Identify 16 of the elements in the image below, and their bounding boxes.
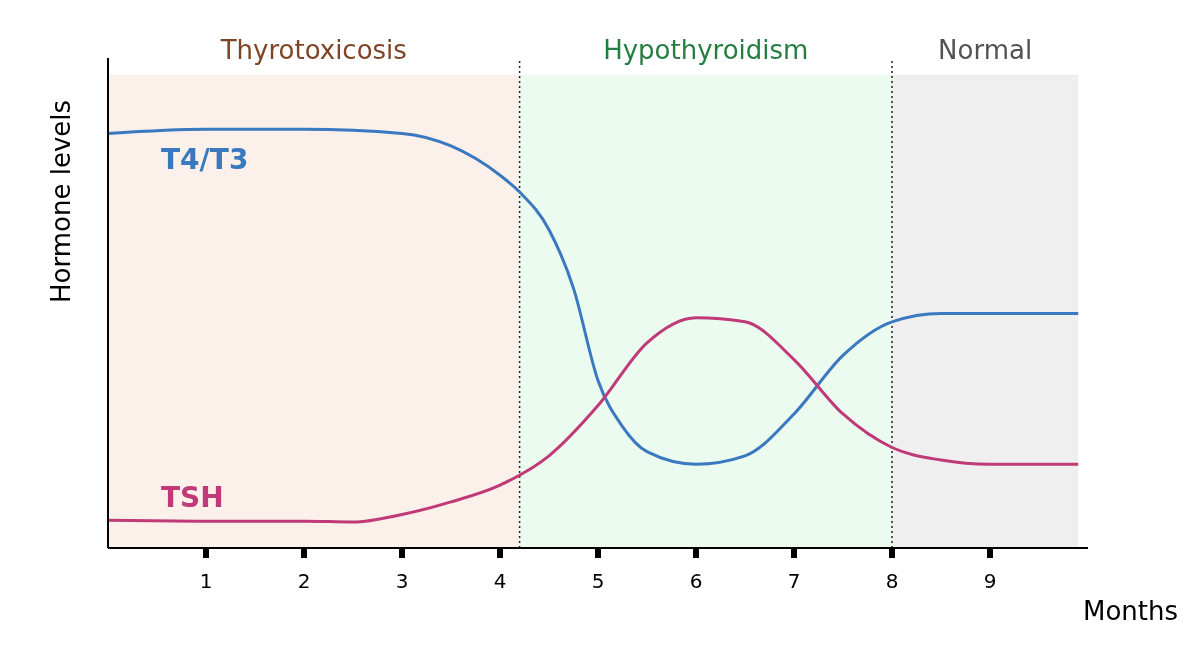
x-tick-label: 6 — [689, 569, 703, 594]
band-label: Normal — [938, 34, 1033, 65]
x-tick-label: 5 — [591, 569, 605, 594]
x-tick-label: 1 — [199, 569, 213, 594]
x-tick-label: 2 — [297, 569, 311, 594]
x-tick-label: 4 — [493, 569, 507, 594]
x-tick-label: 3 — [395, 569, 409, 594]
x-axis-title: Months — [1082, 596, 1178, 626]
band-label: Hypothyroidism — [603, 34, 809, 65]
x-tick-label: 7 — [787, 569, 801, 594]
series-label: T4/T3 — [161, 143, 249, 177]
x-tick-label: 9 — [983, 569, 997, 594]
series-label: TSH — [161, 481, 224, 515]
band-label: Thyrotoxicosis — [219, 34, 407, 65]
x-tick-label: 8 — [885, 569, 899, 594]
y-axis-title: Hormone levels — [46, 99, 77, 303]
